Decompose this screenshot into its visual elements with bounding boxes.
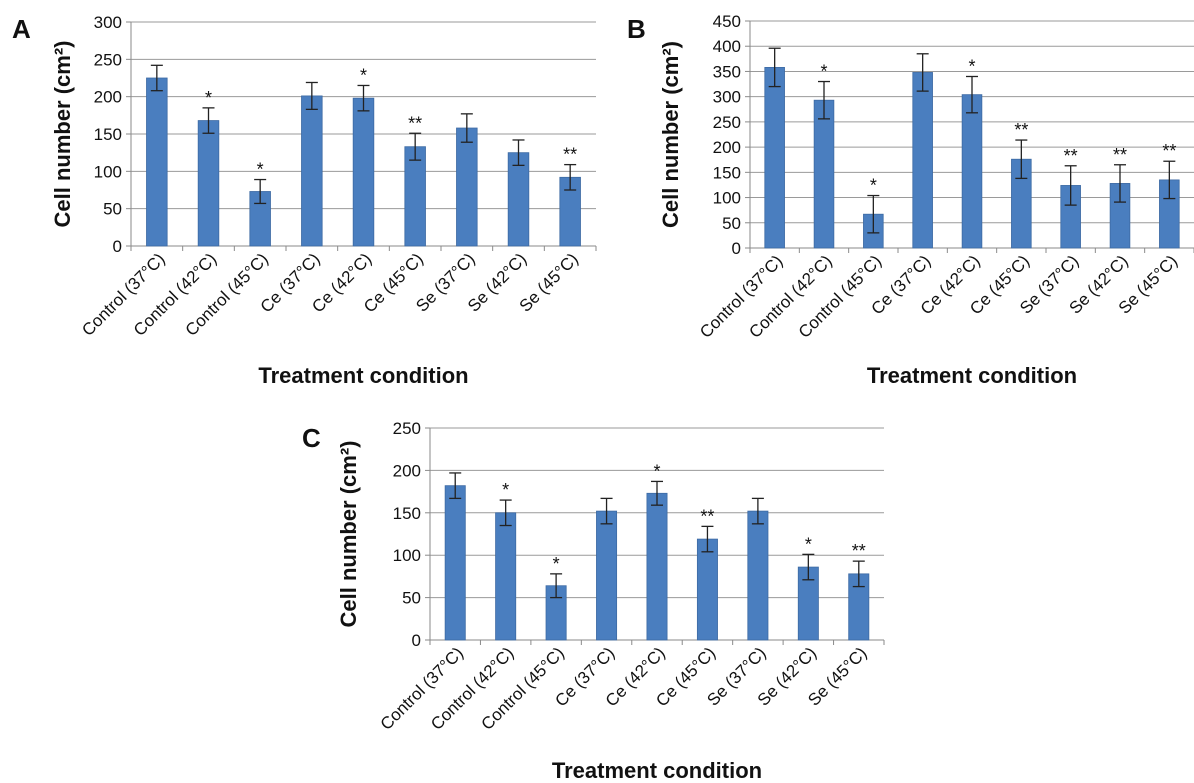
y-tick-label: 0 — [412, 631, 421, 650]
y-tick-label: 300 — [94, 13, 122, 32]
y-tick-label: 150 — [94, 125, 122, 144]
y-tick-label: 100 — [393, 546, 421, 565]
y-tick-label: 150 — [393, 504, 421, 523]
bar — [495, 512, 517, 641]
significance-marker: * — [968, 56, 975, 76]
y-tick-label: 200 — [393, 461, 421, 480]
significance-marker: * — [257, 160, 264, 180]
significance-marker: * — [502, 480, 509, 500]
bar — [197, 120, 220, 247]
y-tick-label: 200 — [94, 88, 122, 107]
x-axis-title: Treatment condition — [867, 363, 1077, 388]
y-tick-label: 100 — [94, 162, 122, 181]
significance-marker: ** — [852, 541, 866, 561]
significance-marker: ** — [408, 113, 422, 133]
panel-b: 0 50 100 150 200 250 300 350 400 450 Control (37°C… — [627, 12, 1194, 388]
panel-label: A — [12, 14, 31, 44]
bar — [764, 67, 785, 249]
significance-marker: ** — [1064, 146, 1078, 166]
bar — [961, 94, 983, 249]
significance-marker: * — [360, 65, 367, 85]
y-tick-label: 250 — [94, 50, 122, 69]
bar — [813, 99, 835, 249]
bar — [747, 510, 769, 641]
bar — [646, 492, 668, 641]
y-axis-title: Cell number (cm²) — [658, 41, 683, 228]
x-axis-title: Treatment condition — [258, 363, 468, 388]
significance-marker: ** — [1113, 145, 1127, 165]
y-tick-label: 150 — [713, 163, 741, 182]
bar — [352, 97, 375, 247]
y-tick-label: 250 — [713, 113, 741, 132]
significance-marker: * — [820, 62, 827, 82]
y-tick-label: 250 — [393, 419, 421, 438]
bar — [301, 95, 323, 247]
bar — [146, 77, 168, 247]
y-tick-label: 400 — [713, 37, 741, 56]
y-tick-label: 450 — [713, 12, 741, 31]
y-tick-label: 350 — [713, 62, 741, 81]
x-tick-label: Control (37°C) — [696, 251, 786, 341]
y-tick-label: 0 — [113, 237, 122, 256]
bar — [404, 146, 426, 247]
y-axis-title: Cell number (cm²) — [50, 40, 75, 227]
panel-label: B — [627, 14, 646, 44]
y-tick-label: 0 — [732, 239, 741, 258]
bar — [507, 152, 530, 247]
y-tick-label: 50 — [402, 589, 421, 608]
y-tick-label: 100 — [713, 189, 741, 208]
y-tick-label: 50 — [722, 214, 741, 233]
significance-marker: * — [870, 176, 877, 196]
y-axis-title: Cell number (cm²) — [336, 440, 361, 627]
significance-marker: * — [205, 88, 212, 108]
bar — [596, 510, 618, 641]
significance-marker: * — [553, 554, 560, 574]
y-tick-label: 50 — [103, 200, 122, 219]
bar — [444, 485, 466, 641]
panel-label: C — [302, 423, 321, 453]
y-tick-label: 300 — [713, 88, 741, 107]
significance-marker: ** — [700, 506, 714, 526]
bar — [912, 72, 933, 249]
bar — [456, 127, 478, 247]
significance-marker: * — [653, 461, 660, 481]
significance-marker: ** — [1014, 120, 1028, 140]
significance-marker: ** — [563, 145, 577, 165]
significance-marker: * — [805, 534, 812, 554]
x-axis-title: Treatment condition — [552, 758, 762, 783]
y-tick-label: 200 — [713, 138, 741, 157]
bar — [696, 538, 718, 641]
significance-marker: ** — [1162, 141, 1176, 161]
